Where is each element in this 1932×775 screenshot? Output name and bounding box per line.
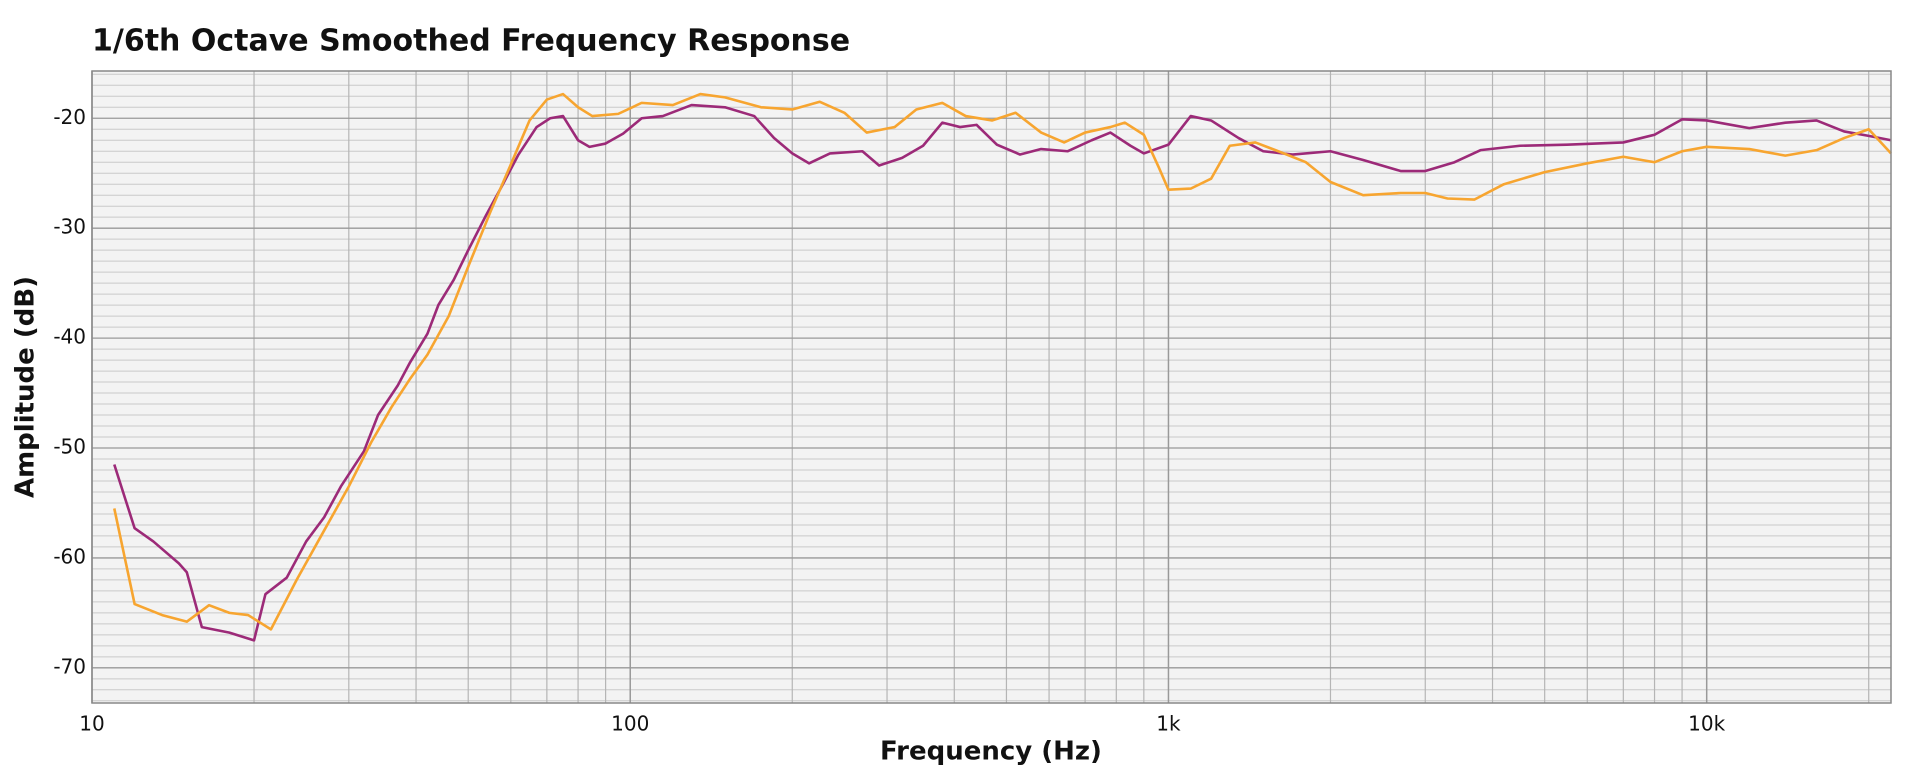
x-tick-label: 10 bbox=[79, 712, 104, 736]
plot-area bbox=[92, 71, 1891, 703]
y-tick-label: -40 bbox=[53, 325, 86, 349]
x-axis-label: Frequency (Hz) bbox=[880, 737, 1102, 767]
lines bbox=[113, 92, 1892, 642]
series-line bbox=[113, 103, 1892, 642]
y-axis-label: Amplitude (dB) bbox=[11, 276, 41, 498]
x-tick-label: 10k bbox=[1688, 712, 1725, 736]
y-tick-label: -20 bbox=[53, 105, 86, 129]
y-tick-label: -70 bbox=[53, 654, 86, 678]
x-tick-label: 100 bbox=[611, 712, 649, 736]
chart-title: 1/6th Octave Smoothed Frequency Response bbox=[92, 24, 850, 59]
y-tick-label: -30 bbox=[53, 215, 86, 239]
y-tick-label: -50 bbox=[53, 435, 86, 459]
y-tick-label: -60 bbox=[53, 544, 86, 568]
series-line bbox=[113, 92, 1892, 631]
x-tick-label: 1k bbox=[1156, 712, 1181, 736]
plot-border bbox=[91, 70, 1892, 704]
